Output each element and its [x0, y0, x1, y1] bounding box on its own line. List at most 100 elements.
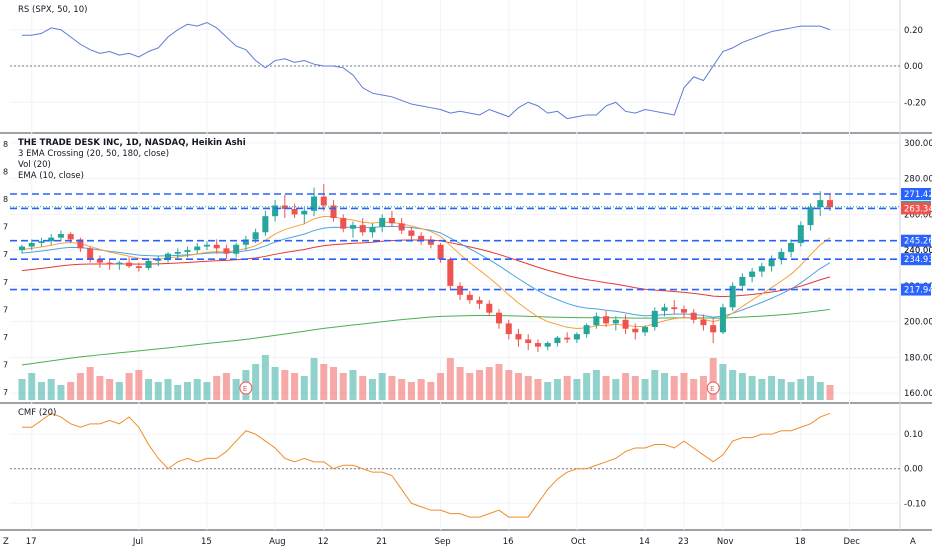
- candle[interactable]: [57, 234, 64, 238]
- volume-bar[interactable]: [378, 373, 386, 400]
- volume-legend[interactable]: Vol (20): [18, 160, 51, 170]
- volume-bar[interactable]: [495, 364, 503, 400]
- candle[interactable]: [135, 266, 142, 268]
- candle[interactable]: [349, 225, 357, 229]
- volume-bar[interactable]: [261, 355, 269, 400]
- volume-bar[interactable]: [203, 382, 211, 400]
- candle[interactable]: [651, 310, 658, 327]
- candle[interactable]: [505, 323, 512, 335]
- volume-bar[interactable]: [563, 376, 571, 400]
- candle[interactable]: [320, 196, 327, 206]
- volume-bar[interactable]: [407, 382, 415, 400]
- volume-bar[interactable]: [514, 373, 522, 400]
- candle[interactable]: [671, 307, 678, 310]
- volume-bar[interactable]: [768, 376, 776, 400]
- candle[interactable]: [408, 230, 415, 236]
- volume-bar[interactable]: [583, 373, 591, 400]
- candle[interactable]: [564, 337, 571, 340]
- candle[interactable]: [18, 246, 26, 251]
- volume-bar[interactable]: [612, 379, 620, 400]
- volume-bar[interactable]: [729, 370, 737, 400]
- candle[interactable]: [106, 262, 113, 265]
- candle[interactable]: [466, 294, 473, 301]
- candle[interactable]: [38, 241, 45, 243]
- volume-bar[interactable]: [466, 373, 474, 400]
- volume-bar[interactable]: [281, 370, 289, 400]
- candle[interactable]: [311, 196, 318, 211]
- volume-bar[interactable]: [622, 373, 630, 400]
- volume-bar[interactable]: [807, 376, 815, 400]
- volume-bar[interactable]: [47, 379, 55, 400]
- ema50-line[interactable]: [21, 239, 831, 298]
- ema-crossing-legend[interactable]: 3 EMA Crossing (20, 50, 180, close): [18, 149, 170, 159]
- candle[interactable]: [165, 253, 172, 260]
- candle[interactable]: [262, 216, 269, 233]
- volume-bar[interactable]: [37, 382, 45, 400]
- candle[interactable]: [418, 235, 425, 240]
- volume-bar[interactable]: [777, 379, 785, 400]
- candle[interactable]: [398, 223, 405, 231]
- volume-bar[interactable]: [553, 379, 561, 400]
- cmf-line[interactable]: [22, 412, 831, 518]
- candle[interactable]: [116, 262, 123, 265]
- volume-bar[interactable]: [602, 376, 610, 400]
- candle[interactable]: [87, 248, 94, 260]
- volume-bar[interactable]: [339, 373, 347, 400]
- volume-bar[interactable]: [28, 373, 36, 400]
- volume-bar[interactable]: [398, 379, 406, 400]
- volume-bar[interactable]: [67, 382, 75, 400]
- candle[interactable]: [242, 239, 249, 245]
- volume-bar[interactable]: [670, 376, 678, 400]
- volume-bar[interactable]: [427, 382, 435, 400]
- candle[interactable]: [174, 251, 181, 254]
- candle[interactable]: [719, 307, 726, 333]
- candle[interactable]: [447, 259, 454, 286]
- candle[interactable]: [213, 244, 220, 249]
- volume-bar[interactable]: [349, 370, 357, 400]
- candle[interactable]: [486, 303, 493, 313]
- volume-bar[interactable]: [359, 376, 367, 400]
- candle[interactable]: [661, 307, 668, 311]
- candle[interactable]: [749, 271, 756, 277]
- volume-bar[interactable]: [476, 370, 484, 400]
- volume-bar[interactable]: [738, 373, 746, 400]
- volume-bar[interactable]: [271, 367, 279, 400]
- volume-bar[interactable]: [592, 370, 600, 400]
- candle[interactable]: [437, 244, 444, 260]
- candle[interactable]: [252, 232, 259, 240]
- candle[interactable]: [145, 260, 152, 268]
- candle[interactable]: [476, 300, 483, 304]
- candle[interactable]: [642, 326, 649, 333]
- candle[interactable]: [700, 319, 707, 326]
- candle[interactable]: [515, 334, 522, 340]
- volume-bar[interactable]: [86, 367, 94, 400]
- candle[interactable]: [359, 225, 366, 233]
- candle[interactable]: [67, 234, 74, 240]
- candle[interactable]: [826, 200, 834, 208]
- volume-bar[interactable]: [699, 376, 707, 400]
- ema180-line[interactable]: [21, 308, 831, 366]
- volume-bar[interactable]: [456, 367, 464, 400]
- candle[interactable]: [797, 225, 804, 243]
- volume-bar[interactable]: [719, 364, 727, 400]
- volume-bar[interactable]: [300, 376, 308, 400]
- volume-bar[interactable]: [18, 379, 26, 400]
- candle[interactable]: [680, 309, 687, 313]
- candle[interactable]: [778, 251, 785, 260]
- volume-bar[interactable]: [164, 379, 172, 400]
- volume-bar[interactable]: [320, 364, 328, 400]
- candle[interactable]: [603, 316, 610, 324]
- volume-bar[interactable]: [661, 373, 669, 400]
- volume-bar[interactable]: [787, 382, 795, 400]
- volume-bar[interactable]: [115, 382, 123, 400]
- candle[interactable]: [729, 285, 736, 308]
- volume-bar[interactable]: [368, 379, 376, 400]
- candle[interactable]: [534, 343, 541, 347]
- ema10-line[interactable]: [21, 215, 831, 330]
- candle[interactable]: [807, 207, 814, 226]
- volume-bar[interactable]: [330, 367, 338, 400]
- candle[interactable]: [281, 205, 288, 210]
- volume-bar[interactable]: [213, 376, 221, 400]
- volume-bar[interactable]: [193, 379, 201, 400]
- candle[interactable]: [573, 334, 580, 340]
